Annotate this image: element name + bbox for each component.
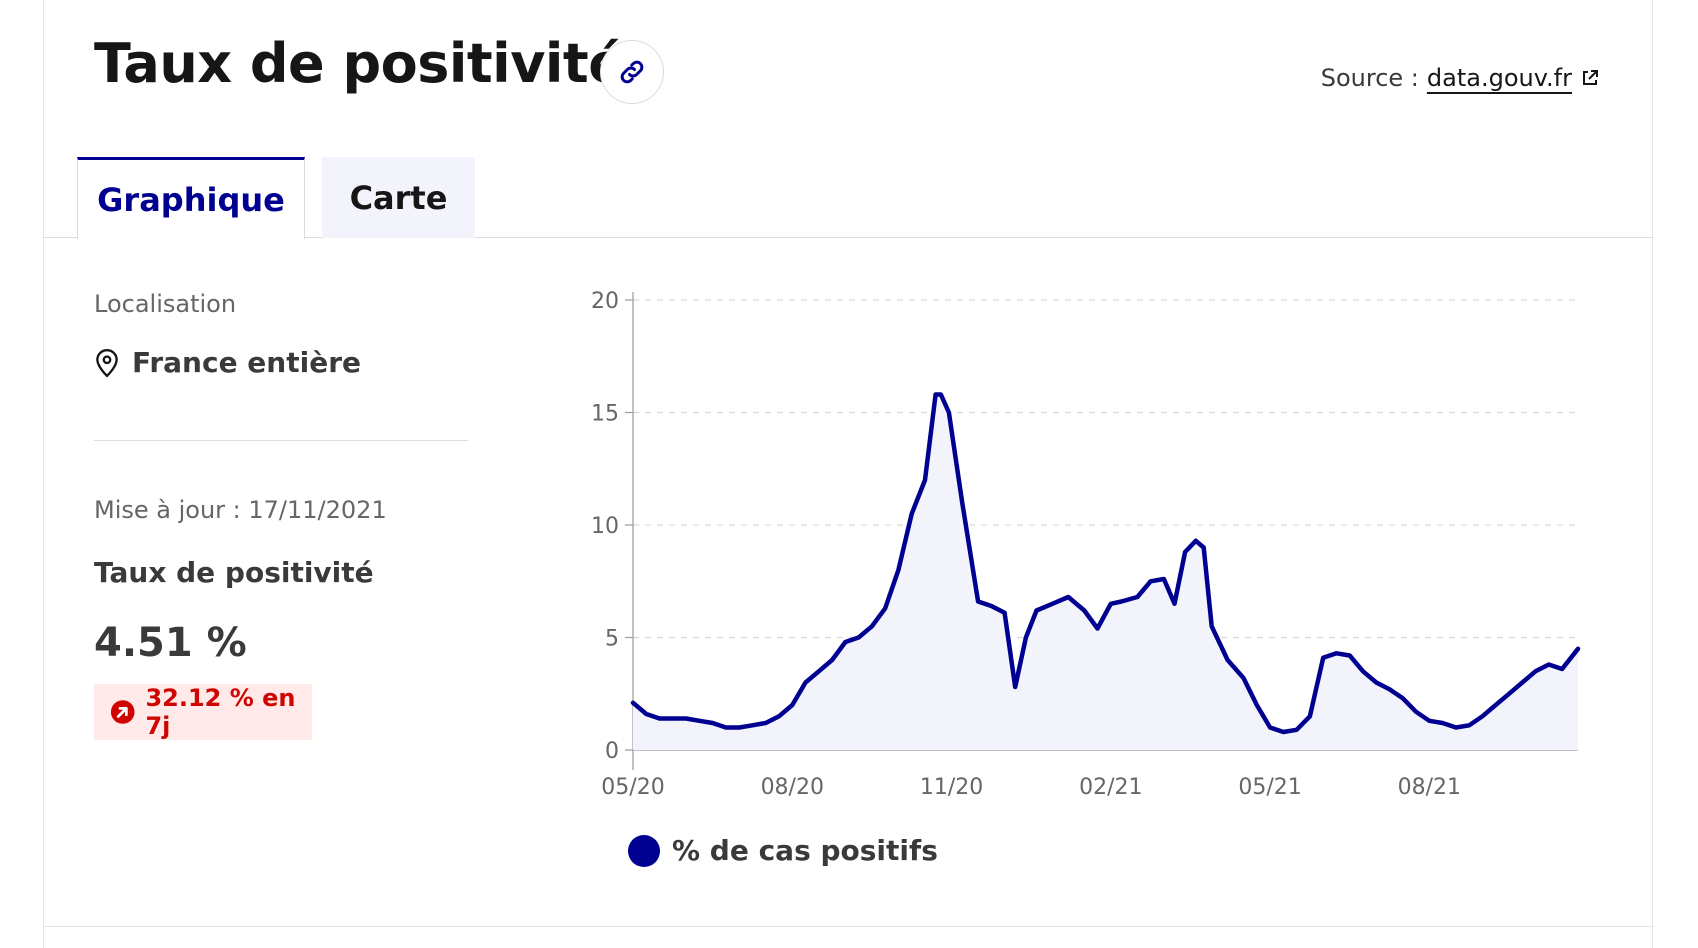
tabs-divider: [43, 237, 1654, 238]
source-info: Source : data.gouv.fr: [1321, 64, 1600, 92]
x-tick-label: 08/21: [1398, 775, 1461, 800]
y-tick-label: 0: [605, 739, 619, 764]
update-date: Mise à jour : 17/11/2021: [94, 496, 387, 524]
location-selector[interactable]: France entière: [94, 346, 361, 379]
x-tick-label: 05/21: [1238, 775, 1301, 800]
source-link-text[interactable]: data.gouv.fr: [1426, 64, 1572, 92]
change-text: 32.12 % en 7j: [145, 684, 296, 740]
y-tick-label: 5: [605, 627, 619, 652]
arrow-up-right-icon: [110, 700, 135, 724]
bottom-divider: [43, 926, 1654, 927]
location-value: France entière: [132, 346, 362, 379]
series-layer: [630, 392, 1581, 750]
kpi-label: Taux de positivité: [94, 556, 374, 589]
panel-card: [43, 0, 1653, 948]
grid-lines: [633, 299, 1578, 639]
tab-carte[interactable]: Carte: [322, 157, 475, 238]
tab-graphique[interactable]: Graphique: [77, 157, 305, 239]
chart-legend: % de cas positifs: [628, 834, 938, 867]
positivity-chart: 0 5 10 15 20 05/20 08/20 11/20 02/21 05/21 08/21: [591, 289, 1581, 800]
copy-link-button[interactable]: [600, 40, 664, 104]
source-prefix: Source :: [1320, 64, 1419, 92]
y-tick-label: 20: [591, 289, 619, 314]
y-tick-label: 15: [591, 402, 619, 427]
change-badge: 32.12 % en 7j: [94, 684, 312, 740]
source-link[interactable]: data.gouv.fr: [1427, 64, 1600, 92]
page-title: Taux de positivité: [94, 32, 625, 95]
link-icon: [620, 60, 644, 84]
series-line: [630, 392, 1581, 735]
x-tick-label: 02/21: [1079, 775, 1142, 800]
legend-label: % de cas positifs: [672, 834, 938, 867]
x-tick-label: 05/20: [601, 775, 664, 800]
x-tick-label: 08/20: [761, 775, 824, 800]
external-link-icon: [1583, 70, 1598, 85]
y-tick-label: 10: [591, 514, 619, 539]
legend-swatch: [628, 834, 660, 867]
sidebar-divider: [94, 440, 468, 441]
kpi-value: 4.51 %: [94, 620, 247, 666]
series-area: [633, 394, 1578, 750]
location-label: Localisation: [94, 290, 237, 318]
map-pin-icon: [96, 348, 118, 377]
x-tick-label: 11/20: [920, 775, 983, 800]
